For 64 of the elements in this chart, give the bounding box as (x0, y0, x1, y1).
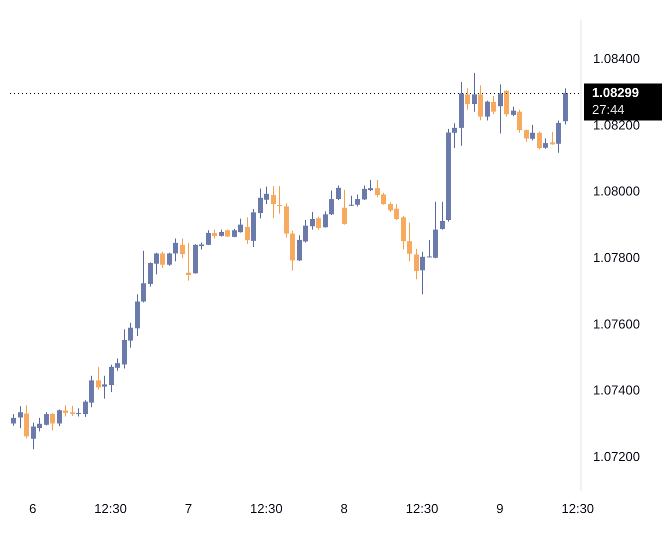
candlestick (336, 185, 341, 201)
candlestick (63, 404, 68, 417)
candlestick (96, 366, 101, 390)
text: 27:44 (592, 102, 625, 118)
candlestick (18, 406, 23, 429)
candlestick (420, 251, 425, 295)
candlestick (530, 124, 535, 141)
y-tick-label: 1.07200 (593, 448, 640, 464)
y-tick-label: 1.07400 (593, 382, 640, 398)
candlestick (323, 210, 328, 228)
candlestick (206, 230, 211, 246)
candlestick (491, 96, 496, 115)
x-tick-label: 12:30 (94, 500, 127, 516)
candlestick (349, 195, 354, 207)
candlestick (50, 412, 55, 431)
y-tick-label: 1.08200 (593, 117, 640, 132)
candlestick (472, 72, 477, 112)
candlestick (160, 251, 165, 269)
candlestick (180, 238, 185, 259)
candlestick (556, 120, 561, 154)
candlestick (478, 84, 483, 121)
candlestick (440, 201, 445, 230)
x-tick-label: 9 (496, 500, 504, 516)
candlestick (401, 215, 406, 250)
y-tick-label: 1.07600 (593, 316, 640, 332)
x-tick-label: 7 (184, 500, 192, 516)
x-tick-label: 12:30 (406, 500, 438, 516)
candlestick (342, 189, 347, 226)
candlestick (485, 100, 490, 122)
candlestick (498, 84, 503, 134)
candlestick (543, 138, 548, 150)
candlestick (70, 405, 75, 416)
y-tick-label: 1.07800 (593, 250, 640, 265)
x-tick-label: 12:30 (250, 500, 283, 516)
candlestick (316, 216, 321, 230)
candlestick (407, 222, 412, 262)
candlestick (537, 130, 542, 150)
candlestick (524, 128, 529, 142)
candlestick (465, 88, 470, 110)
candlestick (329, 190, 334, 216)
candlestick (44, 412, 49, 426)
y-tick-label: 1.08400 (593, 51, 640, 66)
candlestick (355, 194, 360, 207)
candlestick (414, 248, 419, 280)
candlestick (24, 404, 29, 439)
candlestick (511, 106, 516, 117)
candlestick (141, 250, 146, 303)
x-tick-label: 6 (29, 500, 36, 516)
candlestick (245, 216, 250, 244)
candlestick (550, 131, 555, 146)
x-tick-label: 8 (340, 500, 348, 516)
ref-line-label: 1.08299 (592, 85, 640, 100)
candlestick (186, 242, 191, 282)
candlestick (57, 409, 62, 427)
candlestick (167, 252, 172, 266)
candlestick (310, 212, 315, 230)
x-tick-label: 12:30 (561, 500, 594, 516)
candlestick (517, 109, 522, 134)
candlestick (173, 238, 178, 262)
y-tick-label: 1.08000 (593, 184, 640, 199)
candlestick (11, 414, 16, 426)
candlestick (271, 186, 276, 219)
candlestick (76, 408, 81, 417)
candlestick (277, 186, 282, 214)
